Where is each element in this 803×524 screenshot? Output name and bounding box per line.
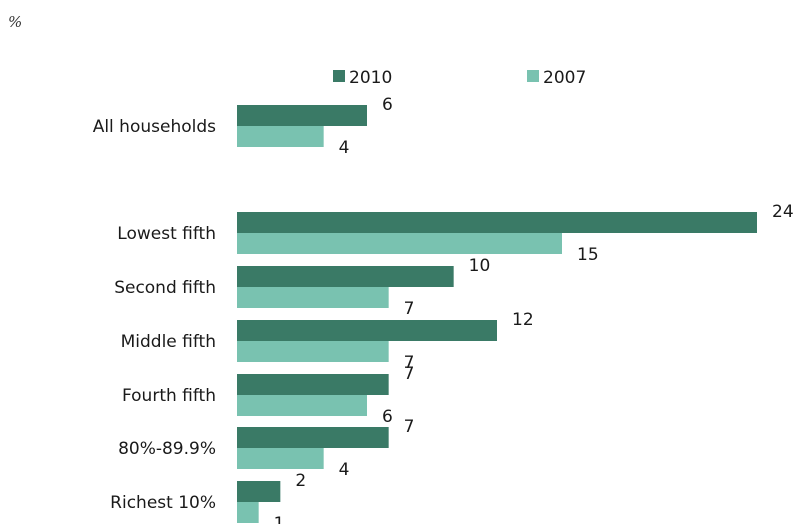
bar-2007	[237, 502, 259, 523]
value-label-2007: 4	[339, 138, 350, 158]
bar-group-all-households: All households 6 4	[93, 95, 393, 158]
bar-group-lowest-fifth: Lowest fifth 24 15	[117, 202, 793, 265]
bar-group-richest-10: Richest 10% 2 1	[110, 471, 306, 524]
bar-2010	[237, 374, 389, 395]
bar-group-middle-fifth: Middle fifth 12 7	[121, 310, 534, 373]
value-label-2007: 1	[274, 514, 285, 524]
value-label-2010: 24	[772, 202, 794, 222]
category-label: Lowest fifth	[117, 224, 216, 244]
bar-2007	[237, 233, 562, 254]
category-label: Second fifth	[114, 278, 216, 298]
value-label-2007: 7	[404, 353, 415, 373]
category-label: Fourth fifth	[122, 386, 216, 406]
bar-2010	[237, 427, 389, 448]
value-label-2007: 7	[404, 299, 415, 319]
bar-2010	[237, 105, 367, 126]
bar-2010	[237, 481, 281, 502]
legend: 2010 2007	[333, 68, 586, 88]
bar-2007	[237, 287, 389, 308]
value-label-2010: 7	[404, 364, 415, 384]
category-label: Richest 10%	[110, 493, 216, 513]
value-label-2010: 6	[382, 95, 393, 115]
category-label: 80%-89.9%	[118, 439, 216, 459]
value-label-2007: 6	[382, 407, 393, 427]
bar-2007	[237, 126, 324, 147]
bar-2010	[237, 266, 454, 287]
category-label: All households	[93, 117, 216, 137]
bar-group-fourth-fifth: Fourth fifth 7 6	[122, 364, 415, 427]
value-label-2010: 12	[512, 310, 534, 330]
bar-group-second-fifth: Second fifth 10 7	[114, 256, 490, 319]
bar-2010	[237, 320, 497, 341]
bar-2010	[237, 212, 757, 233]
legend-label-2010: 2010	[349, 68, 392, 88]
bar-2007	[237, 448, 324, 469]
bar-2007	[237, 341, 389, 362]
legend-swatch-2010	[333, 70, 345, 82]
value-label-2007: 4	[339, 460, 350, 480]
unit-label: %	[8, 13, 22, 31]
value-label-2007: 15	[577, 245, 599, 265]
value-label-2010: 10	[469, 256, 491, 276]
bar-group-80-89-9: 80%-89.9% 7 4	[118, 417, 414, 480]
category-label: Middle fifth	[121, 332, 216, 352]
legend-label-2007: 2007	[543, 68, 586, 88]
value-label-2010: 2	[295, 471, 306, 491]
value-label-2010: 7	[404, 417, 415, 437]
legend-swatch-2007	[527, 70, 539, 82]
bar-2007	[237, 395, 367, 416]
